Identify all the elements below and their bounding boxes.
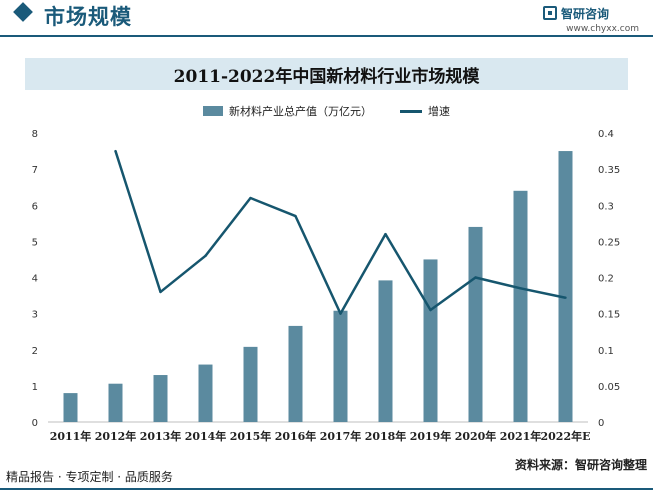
y-right-tick-label: 0.2 xyxy=(598,274,614,285)
brand: 智研咨询 xyxy=(543,5,639,21)
bar xyxy=(198,364,213,422)
y-right-tick-label: 0.3 xyxy=(598,201,614,212)
x-tick-label: 2015年 xyxy=(230,429,272,443)
y-left-tick-label: 7 xyxy=(32,165,38,176)
x-tick-label: 2021年 xyxy=(500,429,542,443)
growth-point xyxy=(384,232,387,236)
bar xyxy=(513,190,528,422)
section-title: 市场规模 xyxy=(44,4,132,29)
y-left-tick-label: 1 xyxy=(32,382,38,393)
y-right-tick-label: 0.15 xyxy=(598,310,620,321)
growth-point xyxy=(519,287,522,290)
x-tick-label: 2018年 xyxy=(365,429,407,443)
header: 市场规模 智研咨询 www.chyxx.com xyxy=(0,0,653,37)
legend-label-line: 增速 xyxy=(428,105,450,118)
bar xyxy=(423,259,438,422)
growth-point xyxy=(429,308,432,312)
x-tick-label: 2014年 xyxy=(185,429,227,443)
bar xyxy=(63,393,78,422)
y-right-tick-label: 0.05 xyxy=(598,382,620,393)
y-left-tick-label: 2 xyxy=(32,346,38,357)
x-tick-label: 2011年 xyxy=(50,429,92,443)
brand-logo-icon xyxy=(543,6,557,20)
x-tick-label: 2020年 xyxy=(455,429,497,443)
legend-bar-swatch xyxy=(203,106,223,116)
y-left-tick-label: 6 xyxy=(32,201,38,212)
footer-divider xyxy=(0,488,653,490)
growth-point xyxy=(564,296,567,299)
bar xyxy=(108,383,123,422)
brand-url: www.chyxx.com xyxy=(566,24,639,34)
growth-point xyxy=(204,254,207,258)
y-right-tick-label: 0.1 xyxy=(598,346,614,357)
y-right-tick-label: 0.4 xyxy=(598,129,614,140)
y-right-tick-label: 0 xyxy=(598,418,604,429)
growth-point xyxy=(249,196,252,200)
chart-title: 2011-2022年中国新材料行业市场规模 xyxy=(173,66,480,87)
chart-title-band: 2011-2022年中国新材料行业市场规模 xyxy=(25,58,628,90)
bar xyxy=(243,346,258,422)
growth-point xyxy=(114,149,117,153)
growth-line xyxy=(114,150,566,315)
bar xyxy=(288,325,303,422)
legend-label-bar: 新材料产业总产值（万亿元） xyxy=(229,105,372,118)
bar xyxy=(558,151,573,422)
y-left-tick-label: 3 xyxy=(32,310,38,321)
x-tick-label: 2017年 xyxy=(320,429,362,443)
legend: 新材料产业总产值（万亿元） 增速 xyxy=(0,102,653,120)
y-right-tick-label: 0.35 xyxy=(598,165,620,176)
y-left-tick-label: 4 xyxy=(32,274,38,285)
footer-source: 资料来源：智研咨询整理 xyxy=(514,458,647,472)
header-divider xyxy=(0,35,653,37)
x-tick-label: 2013年 xyxy=(140,429,182,443)
x-tick-label: 2012年 xyxy=(95,429,137,443)
bar xyxy=(333,310,348,422)
growth-point xyxy=(294,214,297,218)
y-left-tick-label: 5 xyxy=(32,237,38,248)
y-left-tick-label: 8 xyxy=(32,129,38,140)
y-left-tick-label: 0 xyxy=(32,418,38,429)
growth-point xyxy=(159,290,162,294)
bar xyxy=(468,226,483,422)
growth-point xyxy=(339,312,342,315)
footer-tagline: 精品报告 · 专项定制 · 品质服务 xyxy=(6,470,173,484)
x-tick-label: 2022年E xyxy=(541,429,591,443)
legend-line-swatch xyxy=(400,109,422,113)
x-tick-label: 2019年 xyxy=(410,429,452,443)
legend-item-line: 增速 xyxy=(400,103,450,119)
y-right-tick-label: 0.25 xyxy=(598,237,620,248)
growth-point xyxy=(474,276,477,279)
bar xyxy=(153,375,168,422)
legend-item-bar: 新材料产业总产值（万亿元） xyxy=(203,103,372,119)
bar xyxy=(378,280,393,422)
x-tick-label: 2016年 xyxy=(275,429,317,443)
brand-name: 智研咨询 xyxy=(561,6,610,21)
